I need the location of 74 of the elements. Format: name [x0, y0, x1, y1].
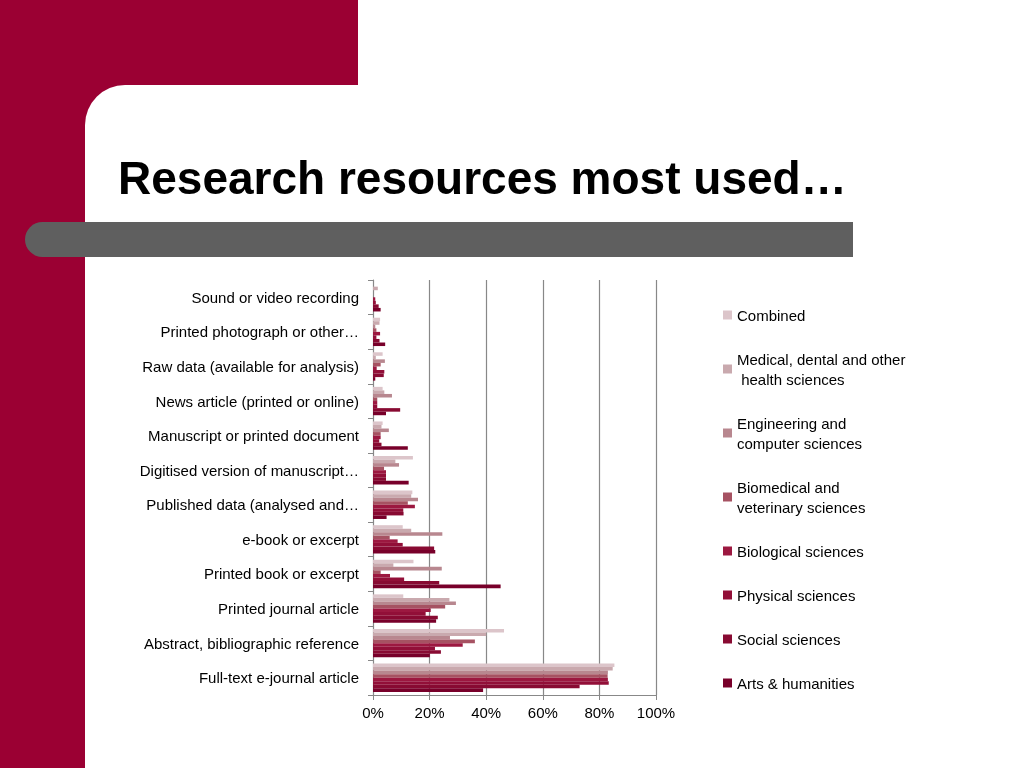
y-tick-label: e-book or excerpt — [242, 530, 360, 548]
y-tick-label: Digitised version of manuscript… — [139, 461, 359, 479]
bar — [373, 550, 436, 554]
y-tick-label: Abstract, bibliographic reference — [143, 634, 359, 652]
bar — [373, 477, 387, 481]
y-tick-label: Raw data (available for analysis) — [142, 357, 359, 375]
bar — [373, 432, 381, 436]
x-tick-label: 100% — [636, 704, 676, 721]
bar — [373, 632, 487, 637]
bar — [373, 563, 394, 567]
x-tick-label: 20% — [414, 704, 445, 721]
bar — [373, 501, 408, 505]
bar — [373, 494, 412, 498]
bar — [373, 532, 443, 536]
legend-label: Social sciences — [737, 630, 841, 648]
y-tick-label: Manuscript or printed document — [148, 427, 360, 445]
bar — [373, 681, 609, 685]
bar — [373, 667, 613, 671]
bar — [373, 359, 385, 363]
bar — [373, 300, 376, 305]
y-tick-label: Printed journal article — [218, 600, 359, 618]
bar — [373, 570, 381, 574]
bar — [373, 601, 456, 605]
bar — [373, 546, 435, 551]
bar — [373, 446, 408, 450]
legend-label: Medical, dental and other health sciences — [737, 350, 906, 388]
bar — [373, 335, 377, 339]
bar — [373, 421, 383, 425]
bar — [373, 650, 441, 654]
bar — [373, 352, 383, 356]
bar — [373, 297, 376, 301]
bar — [373, 397, 378, 402]
y-tick-label: Full-text e-journal article — [198, 669, 359, 687]
bar — [373, 328, 377, 332]
legend-label: Biological sciences — [737, 542, 864, 560]
bar — [373, 605, 446, 609]
y-tick-label: Printed book or excerpt — [203, 565, 360, 583]
legend-label: Engineering and computer sciences — [737, 414, 863, 452]
bar — [373, 594, 404, 598]
bar — [373, 688, 484, 692]
bar — [373, 424, 382, 429]
bar — [373, 456, 413, 460]
bar — [373, 321, 380, 325]
bar — [373, 636, 450, 640]
y-tick-label: Printed photograph or other… — [160, 323, 359, 341]
y-tick-label: News article (printed or online) — [155, 392, 359, 410]
bar — [373, 338, 380, 343]
bar — [373, 515, 387, 519]
bar — [373, 401, 378, 405]
legend-label: Combined — [737, 306, 806, 324]
legend-label: Arts & humanities — [737, 674, 855, 692]
bar — [373, 525, 403, 529]
bar — [373, 643, 463, 647]
x-tick-label: 60% — [527, 704, 558, 721]
bar — [373, 470, 387, 474]
x-tick-label: 80% — [584, 704, 615, 721]
bar — [373, 619, 437, 623]
chart-title: Research resources most used… — [118, 152, 847, 204]
x-tick-label: 0% — [362, 704, 384, 721]
y-tick-label: Published data (analysed and… — [146, 496, 359, 514]
bar — [373, 355, 376, 360]
bar — [373, 581, 440, 585]
bar — [373, 370, 385, 374]
legend-label: Physical sciences — [737, 586, 856, 604]
bar — [373, 390, 385, 394]
bar — [373, 377, 376, 381]
x-tick-label: 40% — [471, 704, 502, 721]
bar — [373, 408, 401, 412]
legend-label: Biomedical and veterinary sciences — [737, 478, 866, 516]
y-tick-label: Sound or video recording — [191, 288, 359, 306]
bar — [373, 304, 379, 308]
bar — [373, 463, 400, 467]
bar — [373, 439, 380, 443]
bar — [373, 674, 608, 678]
